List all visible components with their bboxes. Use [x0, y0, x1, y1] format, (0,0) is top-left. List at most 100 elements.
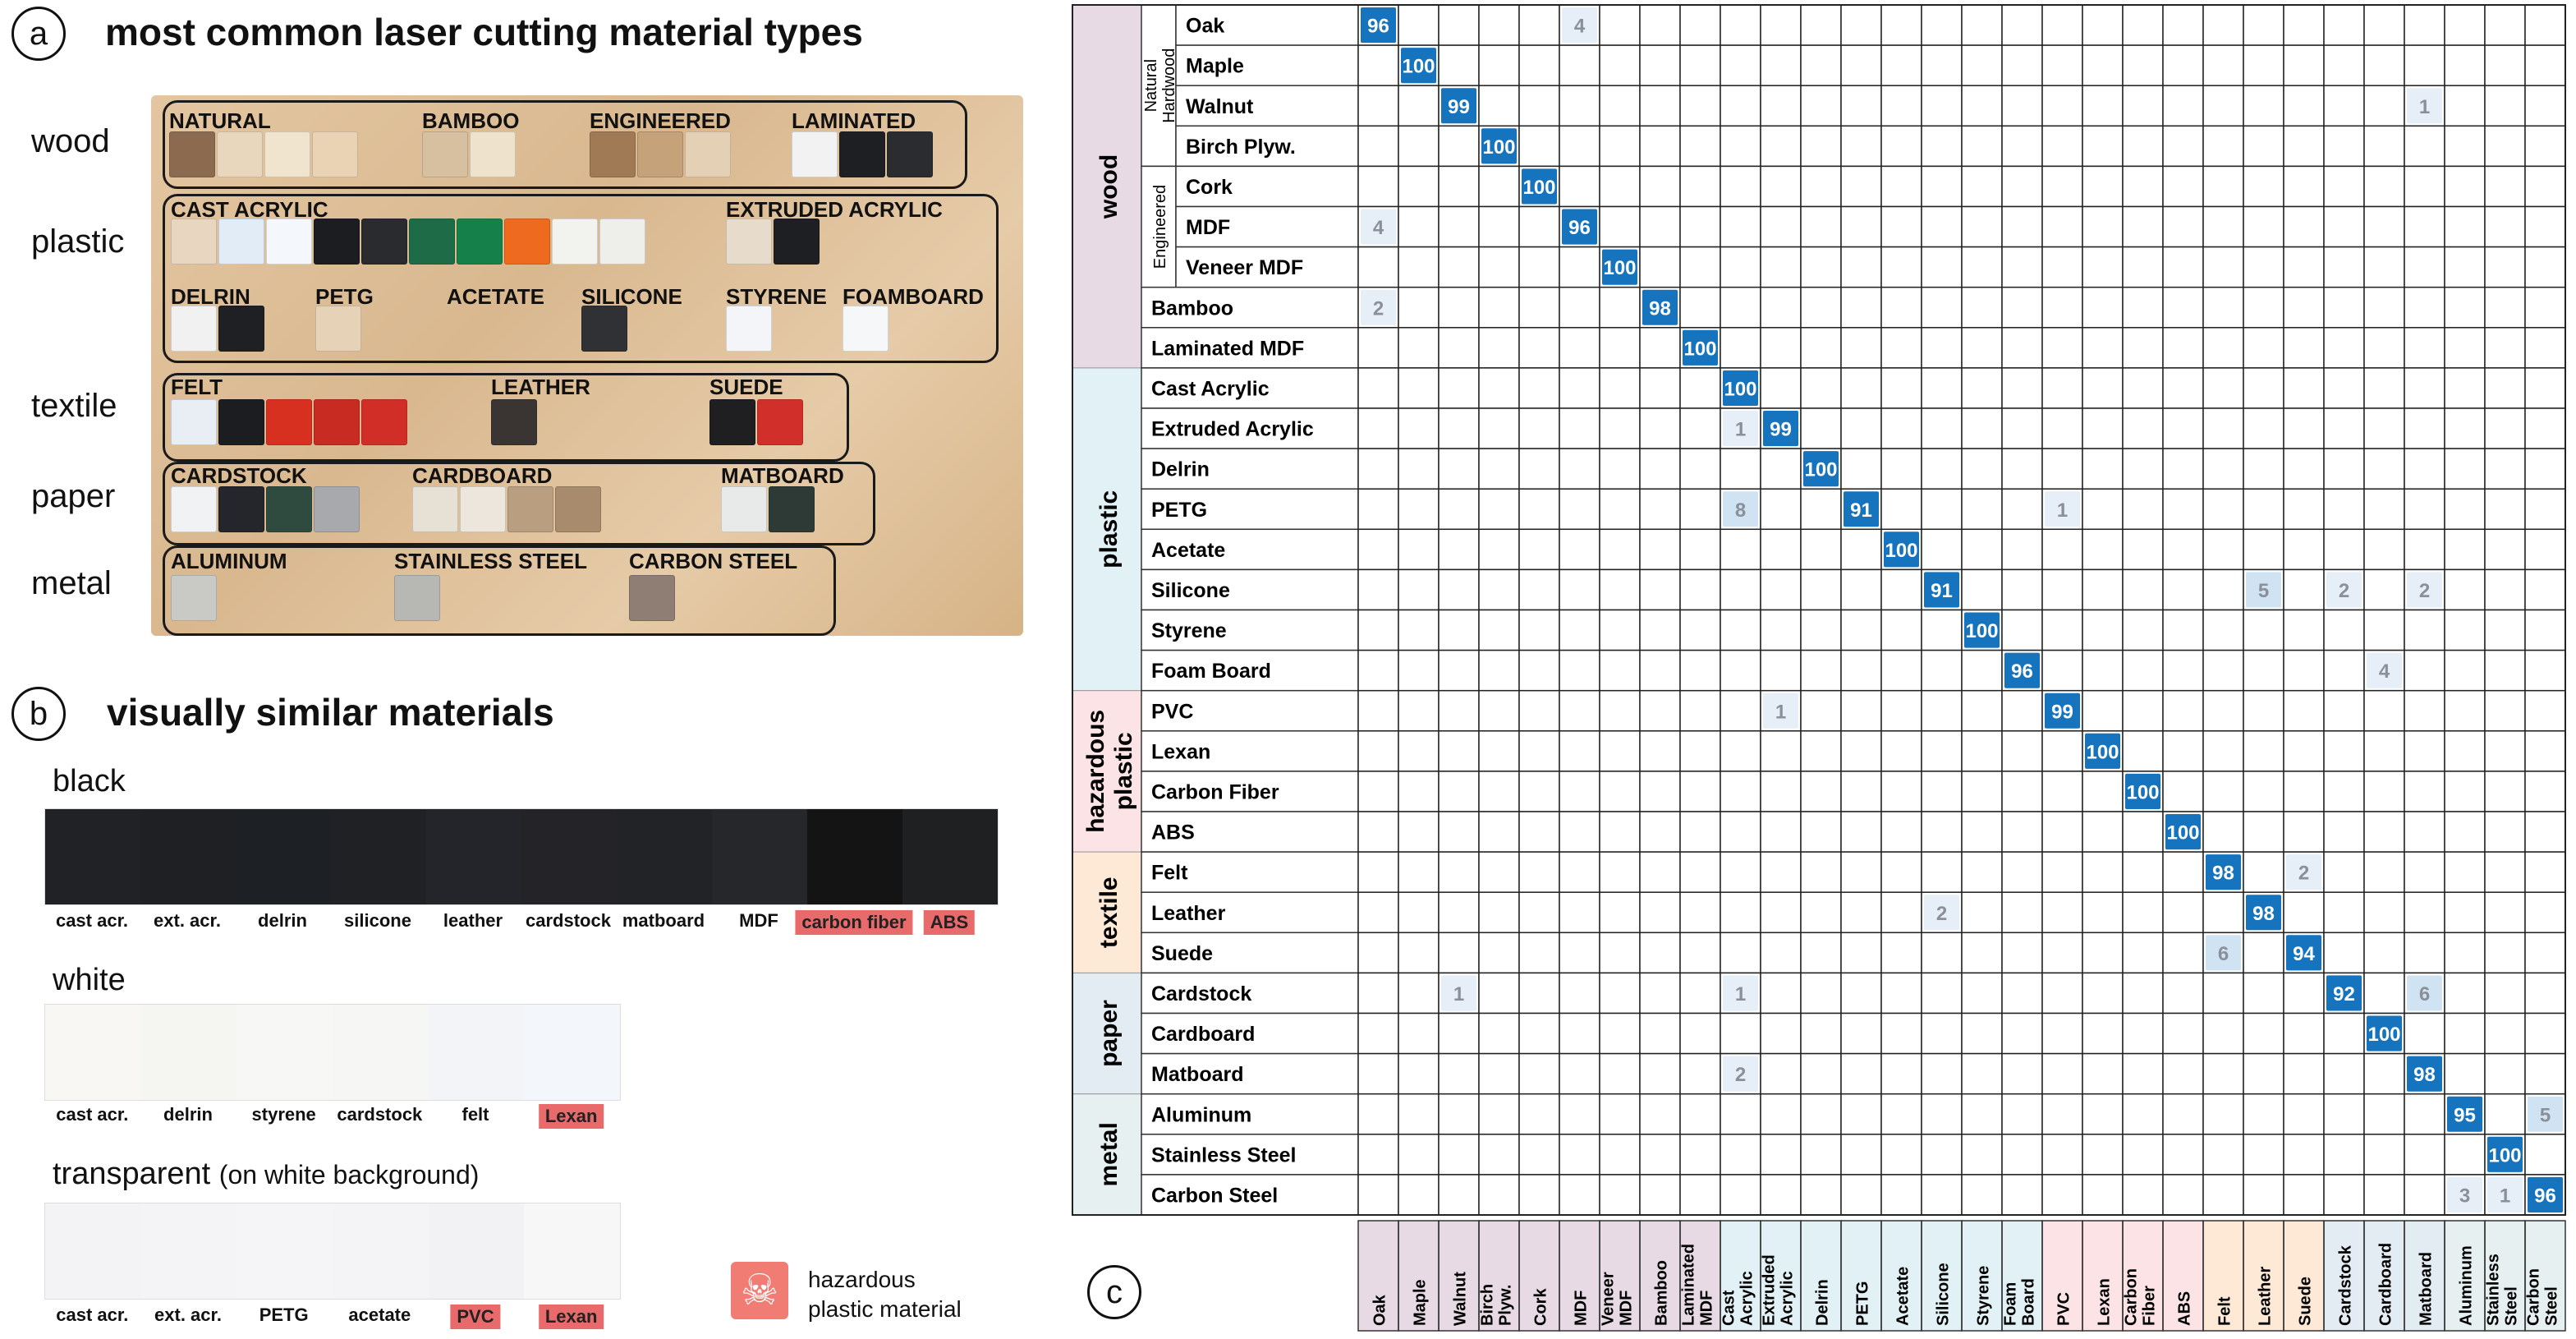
- material-swatch: [169, 131, 215, 177]
- matrix-cell: [1840, 367, 1882, 409]
- matrix-value: 99: [1770, 419, 1792, 441]
- material-swatch: [774, 219, 820, 265]
- matrix-cell: [1880, 609, 1922, 651]
- matrix-cell: [1518, 568, 1560, 611]
- strip-segment: [140, 1203, 237, 1299]
- matrix-cell: [1518, 932, 1560, 974]
- matrix-cell: [2001, 1052, 2043, 1095]
- matrix-cell: [1679, 771, 1721, 812]
- matrix-value-bg: [1361, 7, 1396, 44]
- group-outline-paper: [163, 462, 875, 545]
- matrix-cell: [2041, 1174, 2083, 1216]
- panel-a-letter: a: [11, 7, 66, 61]
- matrix-cell: [2404, 851, 2445, 893]
- matrix-cell: [1398, 568, 1440, 611]
- matrix-cell: [1357, 165, 1399, 208]
- matrix-cell: [2283, 246, 2325, 288]
- matrix-cell: [2283, 165, 2325, 208]
- matrix-cell: [1961, 246, 2003, 288]
- matrix-cell: [1398, 205, 1440, 248]
- matrix-cell: [1438, 1174, 1480, 1216]
- material-swatch: [409, 219, 455, 265]
- matrix-cell: [1438, 609, 1480, 651]
- matrix-cell: [2162, 1093, 2204, 1135]
- matrix-value: 1: [1735, 983, 1746, 1005]
- matrix-cell: [1921, 4, 1963, 46]
- matrix-cell: [2082, 1174, 2124, 1216]
- matrix-cell: [2001, 407, 2043, 449]
- matrix-cell: [2524, 891, 2566, 934]
- matrix-cell: [2484, 246, 2526, 288]
- matrix-cell: [2202, 407, 2244, 449]
- matrix-value-bg: [2487, 1176, 2523, 1212]
- matrix-cell: [1518, 1052, 1560, 1095]
- matrix-cell: [2122, 327, 2164, 369]
- matrix-cell: [1720, 1134, 1761, 1176]
- matrix-cell: [2323, 4, 2365, 46]
- matrix-cell: [1840, 205, 1882, 248]
- matrix-cell: [1478, 649, 1520, 692]
- matrix-cell: [2363, 286, 2405, 329]
- matrix-cell: [1478, 771, 1520, 812]
- matrix-value: 98: [2413, 1064, 2436, 1086]
- matrix-value-bg: [2487, 1136, 2523, 1172]
- matrix-cell: [1921, 85, 1963, 127]
- matrix-cell: [1357, 367, 1399, 409]
- matrix-cell: [2001, 1134, 2043, 1176]
- column-label-cell: [2524, 1220, 2566, 1332]
- matrix-cell: [2001, 891, 2043, 934]
- matrix-cell: [1840, 932, 1882, 974]
- material-group-label: LEATHER: [491, 375, 590, 399]
- matrix-cell: [2484, 528, 2526, 571]
- matrix-value: 98: [2252, 903, 2275, 925]
- matrix-cell: [2082, 932, 2124, 974]
- matrix-cell: [1639, 125, 1681, 168]
- matrix-cell: [2243, 649, 2284, 692]
- matrix-cell: [1438, 327, 1480, 369]
- row-label: MDF: [1186, 216, 1230, 239]
- matrix-cell: [1679, 972, 1721, 1015]
- matrix-cell: [1639, 1012, 1681, 1055]
- matrix-cell: [2243, 367, 2284, 409]
- matrix-cell: [2323, 448, 2365, 490]
- matrix-cell: [2162, 1134, 2204, 1176]
- column-label: Cardboard: [2377, 1243, 2395, 1326]
- matrix-value-bg: [2367, 1015, 2402, 1051]
- matrix-cell: [1478, 932, 1520, 974]
- row-label: Leather: [1151, 902, 1226, 925]
- matrix-cell: [2404, 407, 2445, 449]
- matrix-cell: [2444, 851, 2486, 893]
- matrix-value: 91: [1931, 580, 1953, 602]
- matrix-cell: [2122, 125, 2164, 168]
- matrix-cell: [2202, 528, 2244, 571]
- material-swatch: [887, 131, 933, 177]
- matrix-cell: [2082, 528, 2124, 571]
- strip-segment: [333, 1203, 429, 1299]
- matrix-cell: [1880, 811, 1922, 853]
- matrix-cell: [1961, 44, 2003, 86]
- matrix-cell: [1398, 85, 1440, 127]
- matrix-value: 2: [2339, 580, 2349, 602]
- strip-label: silicone: [344, 910, 411, 931]
- matrix-cell: [1518, 972, 1560, 1015]
- matrix-cell: [2444, 4, 2486, 46]
- row-label: Stainless Steel: [1151, 1143, 1296, 1166]
- matrix-value-bg: [2407, 975, 2442, 1011]
- matrix-cell: [1599, 972, 1641, 1015]
- matrix-cell: [1559, 932, 1600, 974]
- matrix-cell: [1760, 246, 1802, 288]
- matrix-cell: [1559, 125, 1600, 168]
- column-label: Cardstock: [2337, 1245, 2355, 1326]
- matrix-cell: [1921, 528, 1963, 571]
- matrix-cell: [1800, 44, 1842, 86]
- category-label: wood: [1095, 154, 1123, 219]
- matrix-cell: [1720, 1174, 1761, 1216]
- strip-label: ext. acr.: [154, 1304, 222, 1325]
- row-label-cell: [1141, 448, 1359, 490]
- matrix-cell: [1961, 568, 2003, 611]
- matrix-cell: [1518, 44, 1560, 86]
- matrix-cell: [1599, 649, 1641, 692]
- matrix-cell: [2404, 1134, 2445, 1176]
- matrix-cell: [1438, 771, 1480, 812]
